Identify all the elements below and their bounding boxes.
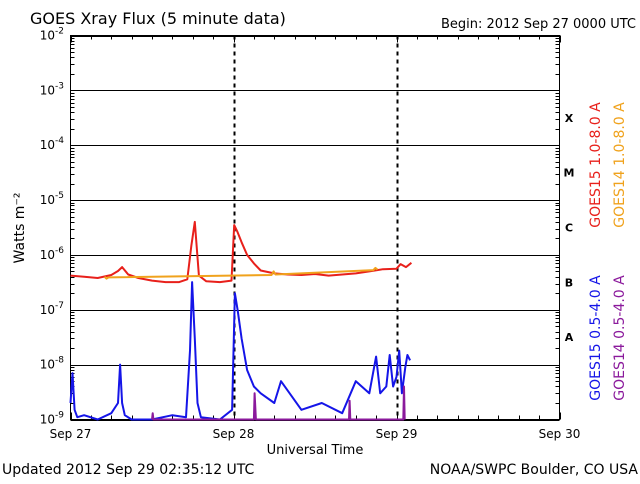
legend: GOES15 1.0-8.0 A GOES14 1.0-8.0 A GOES15 0… <box>588 102 628 401</box>
series-line <box>69 281 411 421</box>
series-line <box>70 220 413 284</box>
x-axis: Sep 27 Sep 28 Sep 29 Sep 30 <box>50 35 581 441</box>
y-axis-title: Watts m⁻² <box>12 193 28 264</box>
updated-label: Updated 2012 Sep 29 02:35:12 UTC <box>2 462 255 478</box>
begin-label: Begin: 2012 Sep 27 0000 UTC <box>441 17 636 32</box>
day-dividers <box>233 35 399 420</box>
y-tick-label: 10-5 <box>40 191 64 207</box>
flare-class-labels: X M C B A <box>564 112 575 344</box>
y-tick-label: 10-3 <box>40 81 64 97</box>
legend-entry: GOES14 0.5-4.0 A <box>612 275 628 401</box>
chart-title: GOES Xray Flux (5 minute data) <box>30 9 286 28</box>
legend-entry: GOES15 1.0-8.0 A <box>588 102 604 228</box>
y-tick-label: 10-6 <box>40 246 65 262</box>
flare-class-label: B <box>565 276 573 289</box>
plot-frame <box>70 35 560 420</box>
x-tick-label: Sep 29 <box>376 427 418 441</box>
y-tick-label: 10-2 <box>40 27 64 43</box>
x-axis-title: Universal Time <box>267 443 364 458</box>
y-tick-label: 10-8 <box>40 356 65 372</box>
flare-class-label: C <box>565 222 573 235</box>
data-series <box>69 220 413 421</box>
x-tick-label: Sep 28 <box>213 427 255 441</box>
flare-class-label: A <box>565 331 574 344</box>
legend-entry: GOES15 0.5-4.0 A <box>588 275 604 401</box>
x-tick-label: Sep 30 <box>539 427 581 441</box>
x-tick-label: Sep 27 <box>50 427 92 441</box>
y-tick-label: 10-7 <box>40 301 64 317</box>
series-line <box>151 385 406 421</box>
y-tick-label: 10-9 <box>40 411 65 427</box>
flare-class-label: M <box>564 167 575 180</box>
grid-lines <box>70 36 560 421</box>
series-line <box>103 266 379 280</box>
legend-entry: GOES14 1.0-8.0 A <box>612 102 628 228</box>
source-label: NOAA/SWPC Boulder, CO USA <box>430 462 639 478</box>
flare-class-label: X <box>565 112 574 125</box>
y-tick-label: 10-4 <box>40 136 65 152</box>
y-axis: 10-2 10-3 10-4 10-5 10-6 10-7 10-8 10-9 <box>40 27 560 427</box>
